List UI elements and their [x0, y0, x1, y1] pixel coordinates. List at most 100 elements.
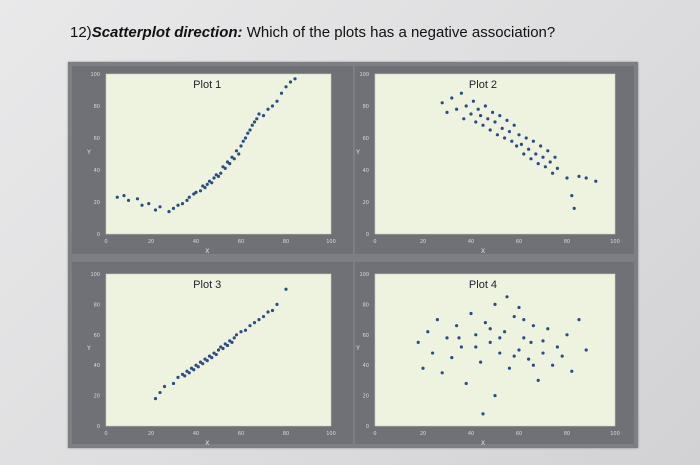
- plot-1-point: [171, 206, 176, 210]
- plot-4-point: [517, 305, 521, 310]
- plot-2-y-tick-label: 80: [363, 104, 369, 110]
- plot-4-point: [512, 314, 516, 319]
- plot-4-x-tick-label: 0: [373, 431, 376, 437]
- plot-2-point: [565, 176, 569, 180]
- plot-3-point: [275, 302, 279, 306]
- plot-1-point: [255, 117, 259, 121]
- plot-1-point: [223, 166, 227, 170]
- plot-1-x-tick-label: 60: [238, 239, 244, 245]
- plot-3-point: [284, 287, 288, 291]
- plot-2-point: [531, 139, 535, 143]
- plot-4-point: [517, 348, 521, 352]
- plot-4-y-tick-label: 100: [359, 272, 369, 278]
- plot-4-point: [551, 363, 555, 367]
- plot-2-point: [455, 107, 459, 111]
- plot-4-point: [450, 356, 454, 360]
- scatterplot-grid: Plot 1 0 20 40 60 80 100 0 20 40 60 80 100 X Y Plot 2 0 2…: [72, 66, 634, 447]
- plot-1-point: [250, 123, 254, 127]
- plot-3-point: [176, 375, 180, 379]
- plot-4-point: [498, 351, 502, 355]
- plot-2-plot-area: [374, 73, 616, 235]
- plot-3-x-tick-label: 20: [148, 431, 154, 437]
- plot-4-point: [479, 360, 483, 364]
- plot-2-x-tick-label: 40: [468, 239, 474, 245]
- plot-1-point: [248, 128, 252, 132]
- plot-2-panel: Plot 2 0 20 40 60 80 100 0 20 40 60 80 100 X Y: [355, 66, 634, 255]
- plot-3-point: [232, 336, 236, 340]
- plot-2-x-tick-label: 20: [420, 239, 426, 245]
- plot-1-point: [230, 155, 234, 159]
- plot-3-point: [225, 343, 230, 348]
- plot-2-point: [459, 91, 463, 95]
- question-lead: Scatterplot direction:: [91, 24, 243, 41]
- plot-3-point: [180, 372, 185, 376]
- plot-3-point: [207, 354, 212, 358]
- plot-1-point: [257, 112, 261, 116]
- plot-1-point: [232, 157, 236, 161]
- plot-1-point: [216, 174, 221, 178]
- plot-2-point: [512, 123, 516, 127]
- plot-2-point: [440, 101, 444, 105]
- plot-1-x-tick-label: 100: [326, 239, 336, 245]
- plot-4-point: [459, 345, 463, 349]
- plot-1-y-tick-label: 60: [94, 136, 100, 142]
- plot-1-y-tick-label: 40: [94, 168, 100, 174]
- plot-1-point: [185, 198, 189, 202]
- plot-3-point: [194, 363, 198, 367]
- plot-2-point: [462, 117, 466, 121]
- plot-2-point: [471, 99, 475, 103]
- plot-3-point: [210, 356, 214, 360]
- plot-4-point: [527, 357, 531, 361]
- plot-3-point: [270, 308, 275, 313]
- plot-4-point: [541, 351, 545, 355]
- plot-2-point: [577, 174, 581, 178]
- plot-4-y-tick-label: 20: [363, 394, 369, 400]
- plot-1-point: [126, 198, 131, 202]
- plot-3-x-tick-label: 40: [193, 431, 199, 437]
- plot-1-point: [252, 120, 257, 124]
- plot-2-y-tick-label: 60: [363, 136, 369, 142]
- plot-4-point: [421, 366, 425, 370]
- plot-3-point: [158, 390, 162, 395]
- plot-1-point: [284, 85, 288, 89]
- plot-2-x-tick-label: 100: [610, 239, 620, 245]
- plot-1-point: [122, 194, 126, 198]
- plot-4-point: [555, 345, 559, 349]
- plot-3-point: [239, 330, 243, 334]
- plot-4-x-tick-label: 60: [516, 431, 522, 437]
- plot-1-point: [221, 165, 225, 169]
- plot-1-point: [241, 139, 245, 143]
- plot-3-point: [212, 351, 216, 355]
- plot-4-point: [522, 318, 526, 322]
- plot-2-point: [553, 155, 557, 159]
- plot-3-point: [183, 374, 187, 378]
- plot-1-point: [207, 179, 212, 183]
- plot-4-y-tick-label: 60: [363, 333, 369, 339]
- plot-2-point: [536, 162, 540, 166]
- plot-4-point: [469, 311, 473, 316]
- plot-1-plot-area: [105, 73, 332, 235]
- plot-2-point: [539, 144, 543, 148]
- plot-4-point: [565, 333, 569, 337]
- plot-1-point: [275, 99, 279, 103]
- plot-4-point: [435, 318, 439, 322]
- plot-3-point: [257, 318, 261, 322]
- plot-4-point: [416, 340, 420, 344]
- plot-2-x-axis-label: X: [481, 248, 485, 255]
- plot-3-point: [234, 333, 239, 337]
- plot-2-title: Plot 2: [469, 79, 497, 91]
- plot-2-point: [450, 96, 454, 100]
- plot-3-y-tick-label: 60: [94, 333, 100, 339]
- plot-2-point: [500, 126, 504, 130]
- plot-4-panel: Plot 4 0 20 40 60 80 100 0 20 40 60 80 100 X Y: [355, 262, 634, 447]
- plot-1-point: [228, 162, 232, 166]
- plot-3-y-tick-label: 80: [94, 302, 100, 308]
- plot-3-point: [185, 369, 189, 373]
- plot-1-y-tick-label: 100: [90, 72, 100, 78]
- plot-1-point: [225, 160, 230, 164]
- plot-1-y-axis-label: Y: [86, 149, 91, 156]
- plot-2-point: [515, 144, 519, 148]
- plot-4-point: [481, 412, 485, 416]
- plot-4-x-tick-label: 40: [468, 431, 474, 437]
- plot-2-point: [469, 112, 473, 116]
